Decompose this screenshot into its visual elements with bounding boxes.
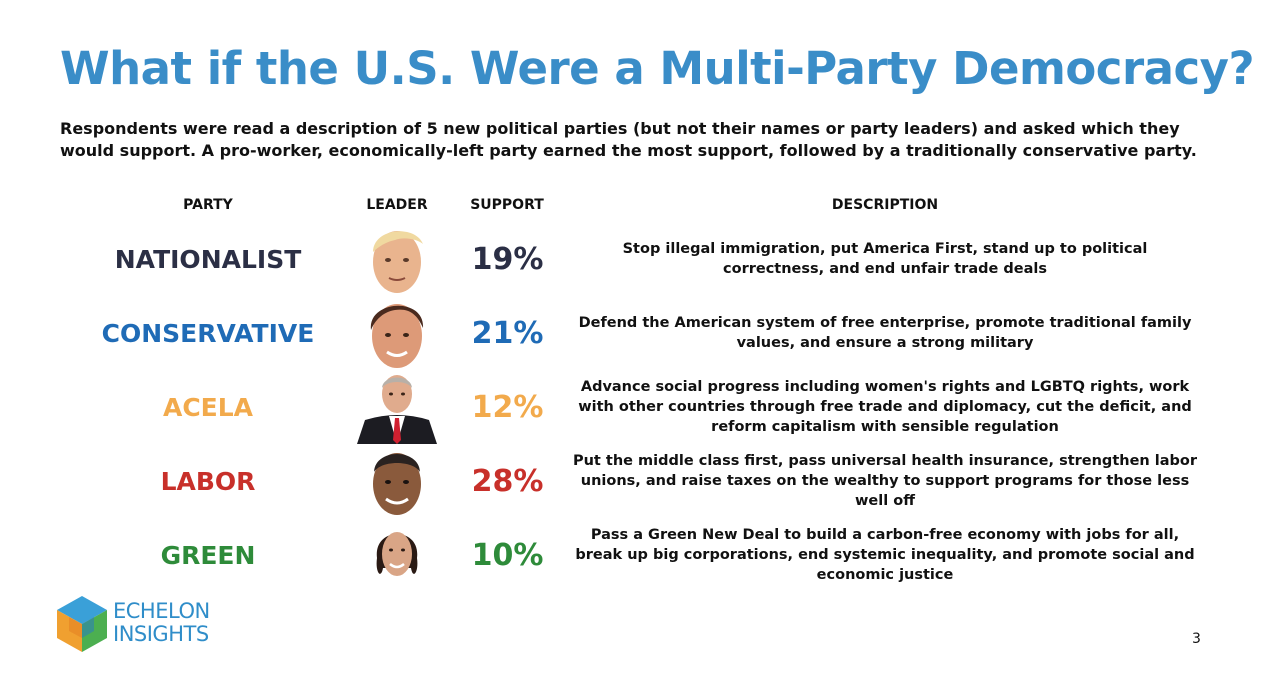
party-row: CONSERVATIVE 21% Defend the American sys… — [0, 296, 1267, 370]
party-name: GREEN — [160, 540, 256, 570]
logo-line-1: ECHELON — [113, 599, 210, 623]
echelon-insights-logo: ECHELON INSIGHTS — [55, 594, 255, 654]
party-description: Advance social progress including women'… — [578, 379, 1192, 435]
party-row: LABOR 28% Put the middle class first, pa… — [0, 444, 1267, 518]
logo-line-2: INSIGHTS — [113, 622, 209, 646]
column-header-leader: LEADER — [366, 197, 428, 213]
portrait-green-leader-icon — [355, 518, 439, 592]
portrait-conservative-leader-icon — [355, 296, 439, 370]
support-value: 10% — [471, 537, 544, 573]
party-row: GREEN 10% Pass a Green New Deal to build… — [0, 518, 1267, 592]
portrait-acela-leader-icon — [355, 370, 439, 444]
party-name: NATIONALIST — [114, 244, 302, 274]
party-description: Pass a Green New Deal to build a carbon-… — [575, 527, 1195, 583]
support-value: 28% — [471, 463, 544, 499]
logo-wordmark: ECHELON INSIGHTS — [113, 600, 210, 646]
portrait-labor-leader-icon — [355, 444, 439, 518]
party-description: Stop illegal immigration, put America Fi… — [622, 241, 1148, 277]
portrait-nationalist-leader-icon — [355, 222, 439, 296]
party-name: LABOR — [160, 466, 256, 496]
support-value: 19% — [471, 241, 544, 277]
party-row: NATIONALIST 19% Stop illegal immigration… — [0, 222, 1267, 296]
page-number: 3 — [1192, 631, 1201, 647]
party-description: Put the middle class first, pass univers… — [572, 453, 1198, 509]
column-header-party: PARTY — [183, 197, 233, 213]
party-row: ACELA 12% Advance social progress includ… — [0, 370, 1267, 444]
page-subtitle: Respondents were read a description of 5… — [60, 119, 1197, 160]
column-header-support: SUPPORT — [470, 197, 544, 213]
party-description: Defend the American system of free enter… — [578, 315, 1192, 351]
party-name: ACELA — [162, 392, 254, 422]
cube-logo-icon — [57, 596, 107, 652]
page-title: What if the U.S. Were a Multi-Party Demo… — [60, 42, 1255, 95]
support-value: 21% — [471, 315, 544, 351]
party-name: CONSERVATIVE — [101, 318, 315, 348]
column-header-description: DESCRIPTION — [831, 197, 939, 213]
support-value: 12% — [471, 389, 544, 425]
